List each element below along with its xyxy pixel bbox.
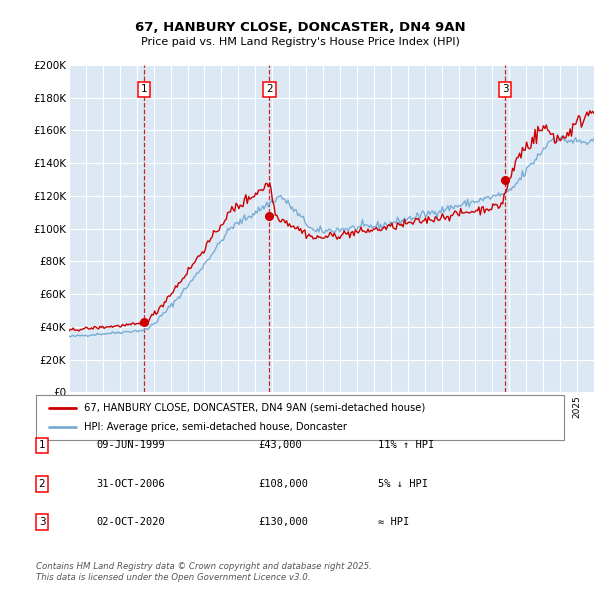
Text: ≈ HPI: ≈ HPI (378, 517, 409, 527)
Text: Price paid vs. HM Land Registry's House Price Index (HPI): Price paid vs. HM Land Registry's House … (140, 37, 460, 47)
Text: 1: 1 (38, 441, 46, 450)
Text: HPI: Average price, semi-detached house, Doncaster: HPI: Average price, semi-detached house,… (83, 422, 347, 432)
Text: 1: 1 (141, 84, 148, 94)
Text: £43,000: £43,000 (258, 441, 302, 450)
Text: 2: 2 (38, 479, 46, 489)
Text: 02-OCT-2020: 02-OCT-2020 (96, 517, 165, 527)
Text: 2: 2 (266, 84, 272, 94)
Text: 67, HANBURY CLOSE, DONCASTER, DN4 9AN (semi-detached house): 67, HANBURY CLOSE, DONCASTER, DN4 9AN (s… (83, 403, 425, 412)
FancyBboxPatch shape (36, 395, 564, 440)
Text: 5% ↓ HPI: 5% ↓ HPI (378, 479, 428, 489)
Text: £108,000: £108,000 (258, 479, 308, 489)
Text: 31-OCT-2006: 31-OCT-2006 (96, 479, 165, 489)
Text: 3: 3 (38, 517, 46, 527)
Text: 67, HANBURY CLOSE, DONCASTER, DN4 9AN: 67, HANBURY CLOSE, DONCASTER, DN4 9AN (134, 21, 466, 34)
Text: Contains HM Land Registry data © Crown copyright and database right 2025.
This d: Contains HM Land Registry data © Crown c… (36, 562, 372, 582)
Text: 3: 3 (502, 84, 508, 94)
Text: £130,000: £130,000 (258, 517, 308, 527)
Text: 11% ↑ HPI: 11% ↑ HPI (378, 441, 434, 450)
Text: 09-JUN-1999: 09-JUN-1999 (96, 441, 165, 450)
